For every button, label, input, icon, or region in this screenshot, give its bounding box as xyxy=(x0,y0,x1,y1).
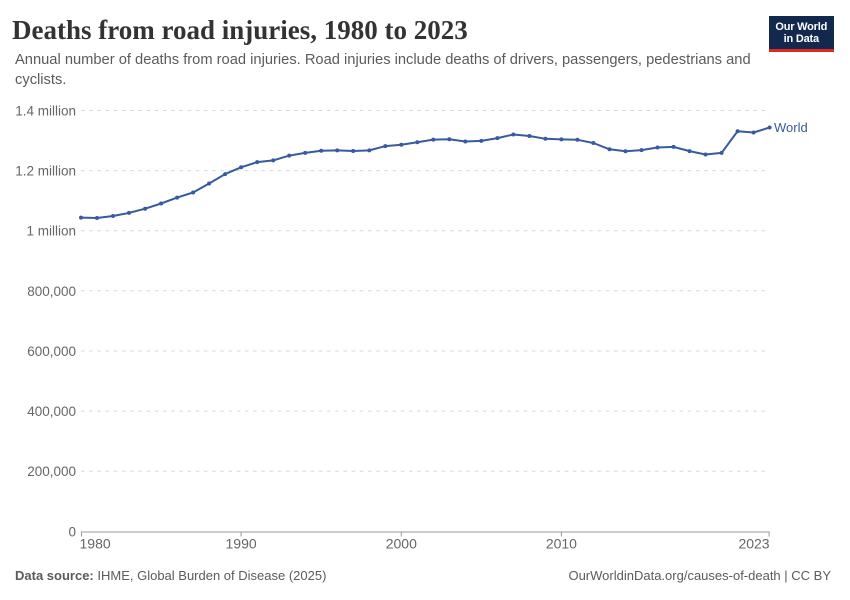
svg-text:2023: 2023 xyxy=(738,536,769,552)
svg-text:200,000: 200,000 xyxy=(27,464,76,479)
svg-text:1.2 million: 1.2 million xyxy=(15,164,76,179)
svg-text:0: 0 xyxy=(68,525,76,540)
svg-text:World: World xyxy=(774,120,808,135)
svg-text:1990: 1990 xyxy=(226,536,257,552)
svg-text:400,000: 400,000 xyxy=(27,404,76,419)
svg-text:2010: 2010 xyxy=(546,536,577,552)
svg-text:1 million: 1 million xyxy=(26,224,76,239)
svg-text:1.4 million: 1.4 million xyxy=(15,104,76,119)
svg-text:1980: 1980 xyxy=(80,536,111,552)
svg-text:2000: 2000 xyxy=(386,536,417,552)
svg-text:800,000: 800,000 xyxy=(27,284,76,299)
svg-text:600,000: 600,000 xyxy=(27,344,76,359)
